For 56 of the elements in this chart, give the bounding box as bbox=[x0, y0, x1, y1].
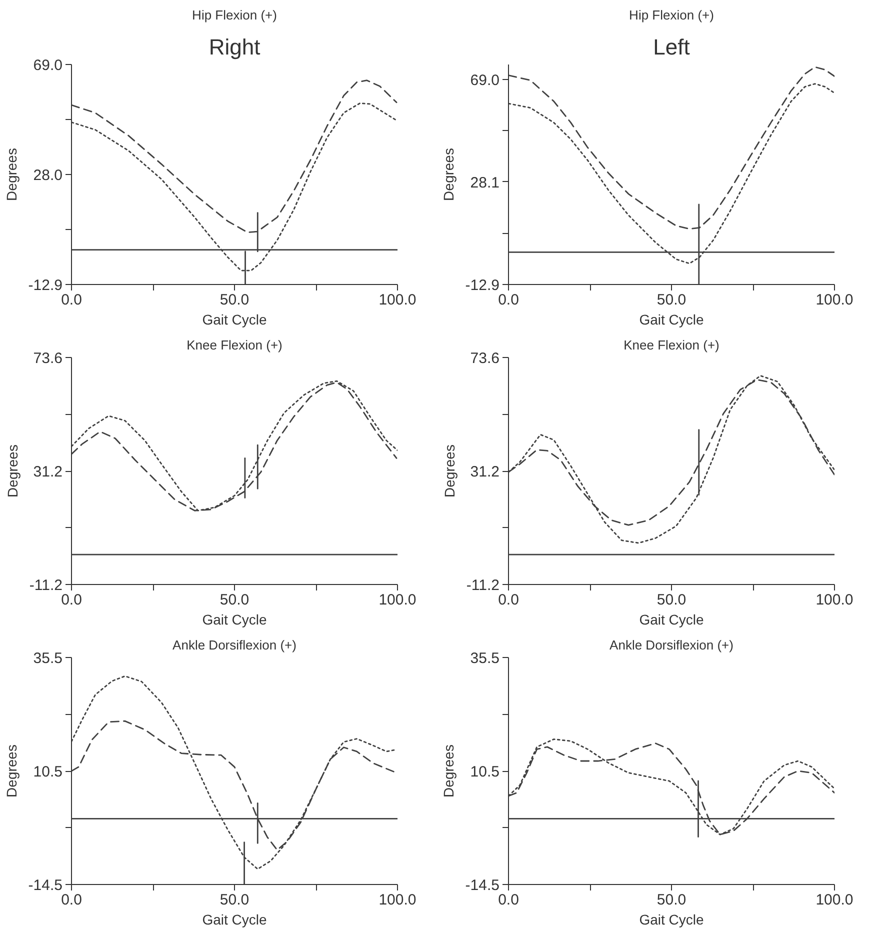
y-tick-label: -12.9 bbox=[465, 277, 500, 294]
y-tick-label: 35.5 bbox=[470, 650, 500, 667]
x-tick-label: 50.0 bbox=[656, 292, 686, 308]
x-tick-label: 100.0 bbox=[816, 292, 854, 308]
chart-title: Hip Flexion (+) bbox=[629, 8, 714, 22]
x-axis-title: Gait Cycle bbox=[639, 912, 704, 928]
x-tick-label: 100.0 bbox=[378, 592, 416, 608]
y-tick-label: -11.2 bbox=[466, 577, 500, 594]
x-axis-title: Gait Cycle bbox=[639, 612, 704, 628]
y-tick-label: 10.5 bbox=[470, 764, 500, 780]
y-tick-label: 73.6 bbox=[33, 350, 63, 367]
x-axis-title: Gait Cycle bbox=[639, 312, 704, 328]
y-axis-title: Degrees bbox=[3, 148, 20, 201]
y-axis-title: Degrees bbox=[441, 444, 458, 498]
y-tick-label: 35.5 bbox=[33, 650, 63, 667]
chart-title: Knee Flexion (+) bbox=[186, 338, 282, 352]
chart-title: Ankle Dorsiflexion (+) bbox=[172, 638, 296, 652]
x-tick-label: 50.0 bbox=[220, 892, 250, 908]
y-axis-title: Degrees bbox=[440, 744, 456, 798]
x-axis-title: Gait Cycle bbox=[202, 312, 267, 328]
y-tick-label: 28.0 bbox=[33, 167, 63, 184]
y-tick-label: 69.0 bbox=[33, 57, 63, 74]
x-tick-label: 100.0 bbox=[816, 592, 854, 608]
x-tick-label: 0.0 bbox=[498, 892, 519, 908]
x-tick-label: 0.0 bbox=[498, 292, 519, 308]
y-tick-label: 31.2 bbox=[33, 464, 63, 480]
x-axis-title: Gait Cycle bbox=[202, 612, 267, 628]
y-tick-label: 73.6 bbox=[470, 350, 500, 367]
y-tick-label: 10.5 bbox=[33, 764, 63, 780]
x-tick-label: 100.0 bbox=[378, 292, 416, 308]
text: Right bbox=[208, 34, 260, 60]
chart-title: Ankle Dorsiflexion (+) bbox=[610, 638, 734, 652]
y-tick-label: 69.0 bbox=[470, 72, 500, 90]
y-tick-label: -14.5 bbox=[465, 877, 500, 894]
x-tick-label: 50.0 bbox=[220, 292, 250, 308]
x-tick-label: 0.0 bbox=[61, 592, 82, 608]
x-tick-label: 0.0 bbox=[61, 892, 82, 908]
x-tick-label: 0.0 bbox=[61, 292, 82, 308]
x-tick-label: 0.0 bbox=[498, 592, 519, 608]
y-axis-title: Degrees bbox=[4, 444, 20, 498]
x-tick-label: 50.0 bbox=[220, 592, 250, 608]
x-tick-label: 100.0 bbox=[378, 892, 416, 908]
text: Left bbox=[653, 34, 690, 60]
chart-title: Knee Flexion (+) bbox=[624, 338, 720, 352]
y-tick-label: 28.1 bbox=[470, 174, 500, 192]
y-tick-label: -11.2 bbox=[29, 577, 62, 594]
y-axis-title: Degrees bbox=[3, 744, 20, 798]
x-tick-label: 50.0 bbox=[656, 592, 686, 608]
x-axis-title: Gait Cycle bbox=[202, 912, 267, 928]
y-axis-title: Degrees bbox=[440, 148, 456, 201]
y-tick-label: 31.2 bbox=[470, 464, 500, 480]
y-tick-label: -14.5 bbox=[28, 877, 63, 894]
x-tick-label: 50.0 bbox=[656, 892, 686, 908]
x-tick-label: 100.0 bbox=[816, 892, 854, 908]
y-tick-label: -12.9 bbox=[28, 277, 63, 294]
chart-title: Hip Flexion (+) bbox=[192, 8, 277, 22]
